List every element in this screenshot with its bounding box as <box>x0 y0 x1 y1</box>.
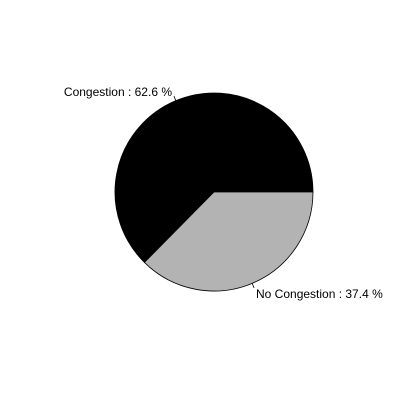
pie-label-2: No Congestion : 37.4 % <box>256 287 383 301</box>
pie-slice-2 <box>143 191 314 292</box>
pie-leader-2 <box>251 283 255 289</box>
pie-leader-1 <box>173 95 177 101</box>
pie-label-1: Congestion : 62.6 % <box>64 85 172 99</box>
pie-slice-1 <box>114 92 314 264</box>
